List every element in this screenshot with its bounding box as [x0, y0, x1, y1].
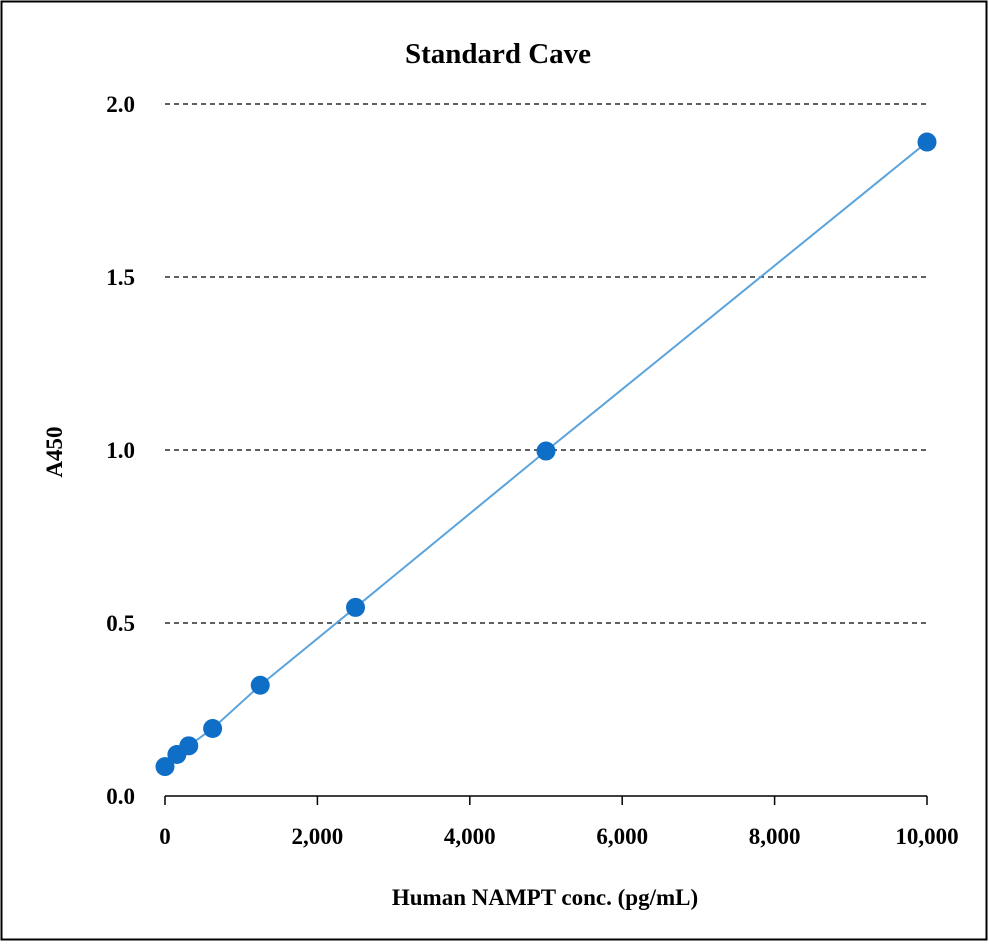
y-tick-label: 0.0 [106, 784, 135, 809]
data-point [203, 719, 223, 739]
data-point [250, 675, 270, 695]
y-tick-label: 1.5 [106, 265, 135, 290]
gridlines [165, 103, 927, 624]
x-tick-label: 4,000 [444, 824, 496, 849]
data-point [179, 736, 199, 756]
y-axis-label: A450 [42, 426, 67, 477]
chart-title: Standard Cave [405, 38, 591, 70]
x-tick-label: 6,000 [596, 824, 648, 849]
y-tick-label: 0.5 [106, 611, 135, 636]
x-tick-label: 2,000 [292, 824, 344, 849]
data-point [536, 441, 556, 461]
x-tick-label: 0 [159, 824, 171, 849]
data-points [155, 132, 937, 777]
tick-labels: 0.0 0.5 1.0 1.5 2.0 0 2,000 4,000 6,000 8,000 10,0… [106, 92, 958, 849]
data-point [155, 757, 175, 777]
axes [164, 795, 928, 805]
x-tick-label: 10,000 [895, 824, 958, 849]
x-axis-label: Human NAMPT conc. (pg/mL) [392, 885, 698, 910]
y-tick-label: 2.0 [106, 92, 135, 117]
x-tick-label: 8,000 [749, 824, 801, 849]
y-tick-label: 1.0 [106, 438, 135, 463]
data-point [346, 597, 365, 617]
data-point [917, 132, 937, 152]
